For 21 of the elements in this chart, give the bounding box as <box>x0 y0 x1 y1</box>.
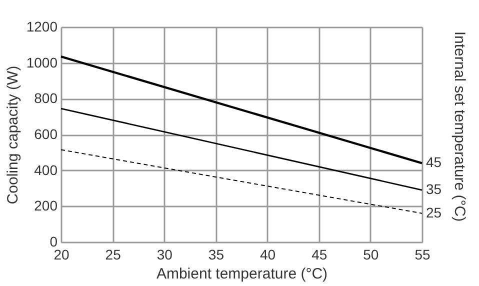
x-tick-label: 35 <box>208 246 224 262</box>
x-tick-label: 20 <box>54 246 70 262</box>
y-tick-label: 800 <box>34 90 58 106</box>
y-tick-label: 1200 <box>26 18 58 34</box>
x-tick-label: 25 <box>105 246 122 262</box>
series-label: 35 <box>426 181 442 198</box>
y-tick-label: 400 <box>34 162 58 178</box>
y-tick-label: 600 <box>34 126 58 142</box>
y-tick-label: 1000 <box>26 54 58 70</box>
x-tick-label: 50 <box>363 246 379 262</box>
series-label: 25 <box>426 204 442 220</box>
y-tick-label: 200 <box>34 198 58 214</box>
x-axis-title: Ambient temperature (°C) <box>156 266 328 282</box>
y-tick-label: 0 <box>50 234 58 250</box>
x-tick-label: 30 <box>156 246 173 262</box>
x-tick-label: 55 <box>414 246 430 262</box>
x-tick-label: 40 <box>260 246 276 262</box>
y-axis-title: Cooling capacity (W) <box>4 66 22 204</box>
series-label: 45 <box>426 154 442 170</box>
x-tick-label: 45 <box>312 246 328 262</box>
y2-axis-title: Internal set temperature (°C) <box>451 31 468 222</box>
